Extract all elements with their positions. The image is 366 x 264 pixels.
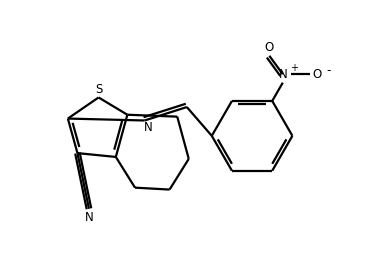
Text: N: N — [144, 121, 153, 134]
Text: N: N — [279, 68, 287, 81]
Text: O: O — [312, 68, 321, 81]
Text: -: - — [327, 64, 331, 77]
Text: S: S — [95, 83, 102, 96]
Text: O: O — [265, 41, 274, 54]
Text: +: + — [290, 63, 298, 73]
Text: N: N — [85, 211, 94, 224]
